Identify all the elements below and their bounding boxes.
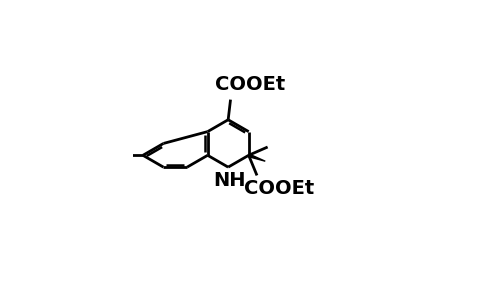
Text: COOEt: COOEt <box>244 179 315 198</box>
Text: COOEt: COOEt <box>215 75 285 94</box>
Polygon shape <box>248 154 265 161</box>
Text: NH: NH <box>213 171 246 190</box>
